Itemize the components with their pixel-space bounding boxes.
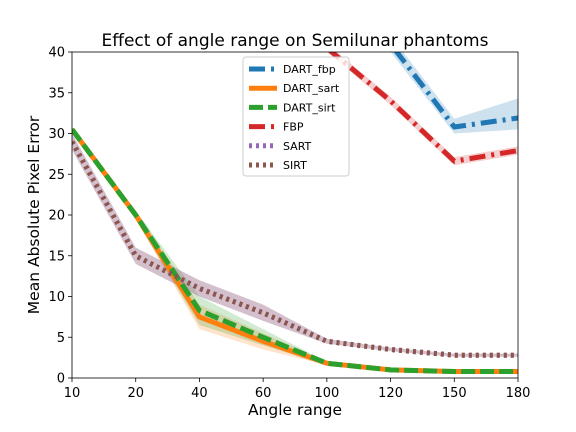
line-fbp xyxy=(327,52,518,164)
x-axis: 10 20 40 60 100 120 150 180 xyxy=(64,378,531,401)
y-tick-label: 40 xyxy=(48,46,65,61)
series-lines xyxy=(72,52,518,374)
x-tick-label: 180 xyxy=(506,386,531,401)
line-dart-fbp xyxy=(393,52,518,130)
x-tick-label: 150 xyxy=(442,386,467,401)
legend-label-dart-sart: DART_sart xyxy=(283,82,340,95)
x-axis-label: Angle range xyxy=(248,401,342,419)
legend-label-sart: SART xyxy=(283,140,312,153)
y-tick-label: 5 xyxy=(57,331,65,346)
y-tick-label: 10 xyxy=(48,290,65,305)
y-tick-label: 20 xyxy=(48,209,65,224)
legend-label-sirt: SIRT xyxy=(283,159,307,172)
x-tick-label: 20 xyxy=(127,386,144,401)
x-tick-label: 120 xyxy=(378,386,403,401)
y-tick-label: 0 xyxy=(57,372,65,387)
x-tick-label: 60 xyxy=(255,386,272,401)
y-tick-label: 15 xyxy=(48,249,65,264)
y-tick-label: 30 xyxy=(48,127,65,142)
y-axis: 0 5 10 15 20 25 30 35 40 xyxy=(48,46,72,387)
legend: DART_fbp DART_sart DART_sirt FBP SART SIRT xyxy=(242,56,350,177)
line-dart-sirt xyxy=(72,127,518,374)
band-dart-fbp xyxy=(390,52,518,134)
y-axis-label: Mean Absolute Pixel Error xyxy=(25,115,43,314)
x-tick-label: 40 xyxy=(191,386,208,401)
y-tick-label: 35 xyxy=(48,86,65,101)
x-tick-label: 100 xyxy=(314,386,339,401)
legend-label-dart-fbp: DART_fbp xyxy=(283,63,336,76)
line-sirt xyxy=(72,140,518,358)
band-dart-sirt xyxy=(72,127,518,373)
chart-title: Effect of angle range on Semilunar phant… xyxy=(102,31,489,51)
x-tick-label: 10 xyxy=(64,386,81,401)
legend-label-dart-sirt: DART_sirt xyxy=(283,101,336,114)
legend-label-fbp: FBP xyxy=(283,121,304,134)
band-dart-sart xyxy=(72,127,518,373)
y-tick-label: 25 xyxy=(48,168,65,183)
